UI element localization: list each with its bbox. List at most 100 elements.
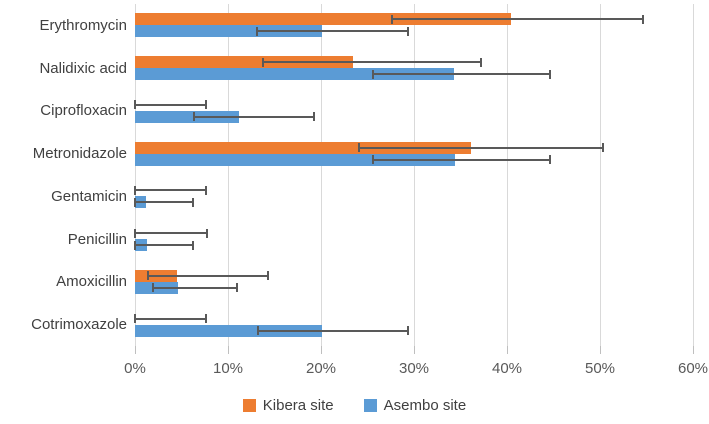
error-bar-line: [135, 189, 206, 192]
error-bar-line: [148, 274, 268, 277]
error-bar-line: [135, 103, 206, 106]
x-axis-tick-labels: 0% 10% 20% 30% 40% 50% 60%: [0, 360, 709, 380]
error-bar-cap-right: [204, 185, 207, 195]
y-axis-category-labels: Erythromycin Nalidixic acid Ciprofloxacin M…: [0, 4, 127, 346]
error-bar-line: [373, 73, 550, 76]
error-bar-kibera-site: [134, 228, 208, 238]
error-bar-line: [256, 30, 409, 33]
error-bar-line: [135, 317, 206, 320]
error-bar-cap-left: [134, 100, 136, 110]
gridline-0%: [135, 4, 136, 346]
bar-asembo-site: [135, 25, 322, 38]
axis-tick-20%: [321, 346, 322, 354]
legend-label-asembo: Asembo site: [383, 397, 467, 414]
category-label-nalidixic-acid: Nalidixic acid: [39, 59, 127, 77]
legend: Kibera site Asembo site: [0, 397, 709, 414]
error-bar-cap-right: [641, 14, 644, 24]
legend-label-kibera: Kibera site: [262, 397, 334, 414]
error-bar-kibera-site: [134, 314, 207, 324]
error-bar-kibera-site: [390, 14, 644, 24]
error-bar-cap-right: [479, 57, 482, 67]
x-tick-label-20%: 20%: [305, 360, 337, 377]
legend-item-kibera: Kibera site: [242, 397, 334, 414]
error-bar-line: [359, 146, 603, 149]
axis-tick-40%: [507, 346, 508, 354]
error-bar-cap-left: [151, 283, 154, 293]
error-bar-cap-right: [191, 240, 194, 250]
bar-group-amoxicillin: [135, 261, 693, 304]
error-bar-cap-left: [390, 14, 393, 24]
error-bar-line: [135, 232, 207, 235]
error-bar-cap-right: [205, 228, 208, 238]
bar-kibera-site: [135, 13, 511, 26]
x-tick-label-0%: 0%: [124, 360, 146, 377]
error-bar-kibera-site: [147, 271, 269, 281]
error-bar-cap-left: [134, 228, 136, 238]
error-bar-line: [135, 244, 193, 247]
error-bar-asembo-site: [372, 69, 551, 79]
axis-tick-0%: [135, 346, 136, 354]
x-tick-label-10%: 10%: [212, 360, 244, 377]
plot-area: [134, 4, 694, 346]
axis-tick-30%: [414, 346, 415, 354]
error-bar-cap-left: [262, 57, 265, 67]
x-tick-label-60%: 60%: [677, 360, 709, 377]
error-bar-cap-right: [191, 197, 194, 207]
bar-group-gentamicin: [134, 175, 693, 218]
error-bar-line: [391, 18, 643, 21]
error-bar-line: [193, 115, 314, 118]
gridline-20%: [321, 4, 322, 346]
error-bar-cap-left: [192, 112, 195, 122]
error-bar-asembo-site: [134, 197, 194, 207]
error-bar-cap-left: [372, 155, 375, 165]
error-bar-asembo-site: [134, 240, 194, 250]
bar-kibera-site: [135, 141, 471, 154]
category-label-amoxicillin: Amoxicillin: [56, 273, 127, 291]
error-bar-kibera-site: [134, 185, 207, 195]
error-bar-cap-left: [256, 326, 259, 336]
category-label-gentamicin: Gentamicin: [51, 187, 127, 205]
error-bar-cap-left: [147, 271, 150, 281]
bar-group-penicillin: [134, 218, 693, 261]
error-bar-asembo-site: [151, 283, 239, 293]
gridline-60%: [693, 4, 694, 346]
error-bar-cap-right: [601, 143, 604, 153]
error-bar-asembo-site: [372, 155, 551, 165]
error-bar-cap-right: [407, 26, 410, 36]
error-bar-cap-left: [134, 314, 136, 324]
asembo-swatch-icon: [363, 399, 377, 412]
category-label-ciprofloxacin: Ciprofloxacin: [40, 102, 127, 120]
error-bar-line: [263, 61, 481, 64]
bar-group-ciprofloxacin: [134, 90, 693, 133]
error-bar-asembo-site: [256, 326, 410, 336]
category-label-metronidazole: Metronidazole: [32, 145, 127, 163]
error-bar-cap-left: [134, 240, 136, 250]
error-bar-cap-left: [255, 26, 258, 36]
category-label-cotrimoxazole: Cotrimoxazole: [31, 316, 127, 334]
category-label-erythromycin: Erythromycin: [39, 16, 127, 34]
error-bar-cap-right: [204, 314, 207, 324]
error-bar-cap-left: [358, 143, 361, 153]
error-bar-cap-right: [266, 271, 269, 281]
bar-group-metronidazole: [135, 132, 693, 175]
error-bar-line: [135, 201, 193, 204]
error-bar-cap-left: [372, 69, 375, 79]
gridline-10%: [228, 4, 229, 346]
error-bar-cap-right: [407, 326, 410, 336]
x-tick-label-40%: 40%: [491, 360, 523, 377]
gridline-30%: [414, 4, 415, 346]
category-label-penicillin: Penicillin: [67, 230, 127, 248]
bar-asembo-site: [135, 68, 454, 81]
error-bar-asembo-site: [255, 26, 410, 36]
bar-asembo-site: [135, 324, 322, 337]
axis-tick-60%: [693, 346, 694, 354]
bar-group-nalidixic-acid: [135, 47, 693, 90]
error-bar-line: [257, 329, 409, 332]
error-bar-kibera-site: [262, 57, 482, 67]
error-bar-asembo-site: [192, 112, 315, 122]
bar-group-cotrimoxazole: [134, 303, 693, 346]
error-bar-line: [152, 286, 238, 289]
error-bar-cap-right: [204, 100, 207, 110]
bar-asembo-site: [135, 110, 240, 123]
